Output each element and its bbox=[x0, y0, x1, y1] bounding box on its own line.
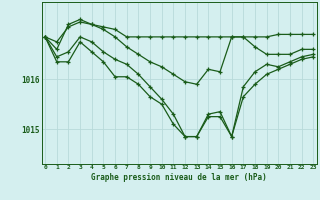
X-axis label: Graphe pression niveau de la mer (hPa): Graphe pression niveau de la mer (hPa) bbox=[91, 173, 267, 182]
